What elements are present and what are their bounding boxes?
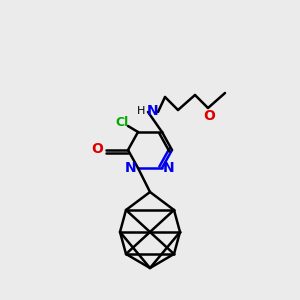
Text: N: N — [147, 104, 159, 118]
Text: O: O — [91, 142, 103, 156]
Text: H: H — [137, 106, 145, 116]
Text: N: N — [163, 161, 175, 175]
Text: N: N — [125, 161, 137, 175]
Text: O: O — [203, 109, 215, 123]
Text: Cl: Cl — [116, 116, 129, 128]
